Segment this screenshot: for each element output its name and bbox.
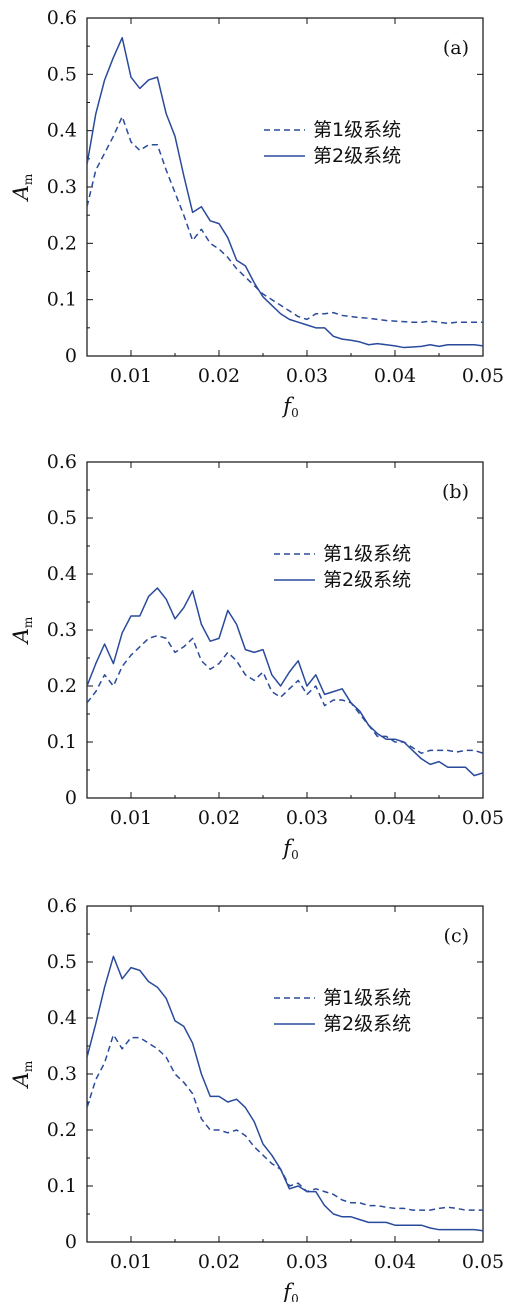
chart-panel-a: 0 0.1 0.2 0.3 0.4 0.5 0.6 0.01 0.02 0.03 0.04 0.05 f… xyxy=(9,7,504,420)
y-tick-label: 0.2 xyxy=(47,1119,77,1141)
y-tick-label: 0.5 xyxy=(47,951,77,973)
y-tick-label: 0.6 xyxy=(47,895,77,917)
x-tick-label: 0.04 xyxy=(374,807,416,829)
chart-panel-c: 0 0.1 0.2 0.3 0.4 0.5 0.6 0.01 0.02 0.03 0.04 0.05 f… xyxy=(9,895,504,1302)
x-tick-label: 0.02 xyxy=(198,807,240,829)
y-tick-label: 0.4 xyxy=(47,563,77,585)
y-tick-label: 0.1 xyxy=(47,289,77,311)
y-axis-label: Am xyxy=(9,173,35,202)
legend-label: 第2级系统 xyxy=(323,1013,411,1035)
y-tick-label: 0.6 xyxy=(47,7,77,29)
y-tick-label: 0.2 xyxy=(47,232,77,254)
y-tick-label: 0.1 xyxy=(47,1175,77,1197)
series-line-level-1 xyxy=(87,1034,483,1211)
y-tick-label: 0.5 xyxy=(47,63,77,85)
series-line-level-1 xyxy=(87,115,483,325)
y-tick-label: 0.3 xyxy=(47,176,77,198)
y-tick-label: 0 xyxy=(65,345,77,367)
y-tick-label: 0.3 xyxy=(47,1063,77,1085)
y-tick-label: 0 xyxy=(65,1231,77,1253)
legend-label: 第1级系统 xyxy=(313,119,401,141)
y-tick-label: 0.6 xyxy=(47,451,77,473)
y-tick-label: 0.4 xyxy=(47,120,77,142)
y-tick-label: 0.1 xyxy=(47,731,77,753)
y-tick-label: 0.3 xyxy=(47,619,77,641)
panel-tag: (a) xyxy=(443,37,469,59)
panel-tag: (b) xyxy=(442,481,469,503)
x-axis-label: f0 xyxy=(281,394,298,420)
x-tick-label: 0.03 xyxy=(286,365,328,387)
x-tick-label: 0.04 xyxy=(374,1251,416,1273)
x-tick-label: 0.01 xyxy=(110,807,152,829)
series-line-level-1 xyxy=(87,634,483,754)
legend-label: 第2级系统 xyxy=(323,569,411,591)
series-line-level-2 xyxy=(87,955,483,1232)
series-line-level-2 xyxy=(87,36,483,349)
x-tick-label: 0.03 xyxy=(286,807,328,829)
x-tick-label: 0.01 xyxy=(110,365,152,387)
y-tick-label: 0.4 xyxy=(47,1007,77,1029)
x-tick-label: 0.05 xyxy=(462,1251,504,1273)
x-axis-label: f0 xyxy=(281,836,298,862)
series-line-level-2 xyxy=(87,587,483,777)
x-tick-label: 0.05 xyxy=(462,807,504,829)
chart-panel-b: 0 0.1 0.2 0.3 0.4 0.5 0.6 0.01 0.02 0.03 0.04 0.05 f… xyxy=(9,451,504,862)
x-axis-label: f0 xyxy=(281,1280,298,1302)
y-tick-label: 0 xyxy=(65,787,77,809)
panel-tag: (c) xyxy=(444,925,469,947)
plot-frame xyxy=(86,461,484,799)
legend-label: 第2级系统 xyxy=(313,145,401,167)
legend-label: 第1级系统 xyxy=(323,987,411,1009)
legend-label: 第1级系统 xyxy=(323,543,411,565)
x-tick-label: 0.02 xyxy=(198,1251,240,1273)
plot-frame xyxy=(86,17,484,357)
x-tick-label: 0.05 xyxy=(462,365,504,387)
y-axis-label: Am xyxy=(9,616,35,645)
x-tick-label: 0.04 xyxy=(374,365,416,387)
y-tick-label: 0.5 xyxy=(47,507,77,529)
y-tick-label: 0.2 xyxy=(47,675,77,697)
y-axis-label: Am xyxy=(9,1060,35,1089)
x-tick-label: 0.02 xyxy=(198,365,240,387)
x-tick-label: 0.01 xyxy=(110,1251,152,1273)
plot-frame xyxy=(86,905,484,1243)
x-tick-label: 0.03 xyxy=(286,1251,328,1273)
